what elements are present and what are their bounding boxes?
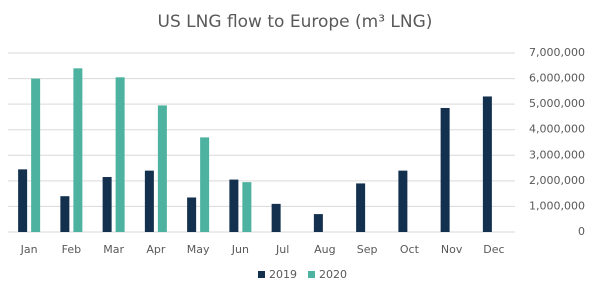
bar — [200, 137, 210, 232]
y-tick-label: 3,000,000 — [529, 148, 585, 161]
x-tick-label: Oct — [400, 243, 420, 256]
bar — [60, 196, 70, 232]
legend-label: 2020 — [319, 268, 347, 281]
bar — [229, 179, 239, 232]
y-tick-label: 2,000,000 — [529, 174, 585, 187]
legend-swatch — [308, 271, 315, 278]
x-tick-label: May — [187, 243, 210, 256]
x-tick-label: Dec — [483, 243, 504, 256]
bar — [356, 183, 366, 232]
y-tick-label: 1,000,000 — [529, 199, 585, 212]
bar — [398, 170, 408, 232]
bar — [440, 107, 450, 232]
bar — [115, 77, 125, 233]
x-tick-label: Sep — [357, 243, 378, 256]
bar — [482, 96, 492, 232]
bar — [31, 78, 41, 232]
y-tick-label: 6,000,000 — [529, 72, 585, 85]
y-tick-label: 4,000,000 — [529, 123, 585, 136]
x-tick-label: Jul — [275, 243, 289, 256]
bar — [144, 170, 154, 232]
x-tick-label: Jun — [231, 243, 249, 256]
x-tick-label: Jan — [20, 243, 38, 256]
x-tick-label: Aug — [314, 243, 335, 256]
legend-swatch — [258, 271, 265, 278]
bar — [313, 214, 323, 232]
bar — [271, 203, 281, 232]
bar — [73, 68, 83, 232]
x-tick-label: Mar — [103, 243, 124, 256]
y-tick-label: 7,000,000 — [529, 46, 585, 59]
bar — [242, 182, 252, 232]
bar — [187, 197, 197, 232]
bar — [18, 169, 28, 232]
legend-label: 2019 — [269, 268, 297, 281]
y-tick-label: 5,000,000 — [529, 97, 585, 110]
x-tick-label: Apr — [146, 243, 166, 256]
y-tick-label: 0 — [578, 225, 585, 238]
bar — [102, 177, 112, 232]
x-tick-label: Feb — [62, 243, 81, 256]
x-tick-label: Nov — [441, 243, 463, 256]
bar — [157, 105, 167, 232]
chart-title: US LNG flow to Europe (m³ LNG) — [158, 12, 433, 32]
